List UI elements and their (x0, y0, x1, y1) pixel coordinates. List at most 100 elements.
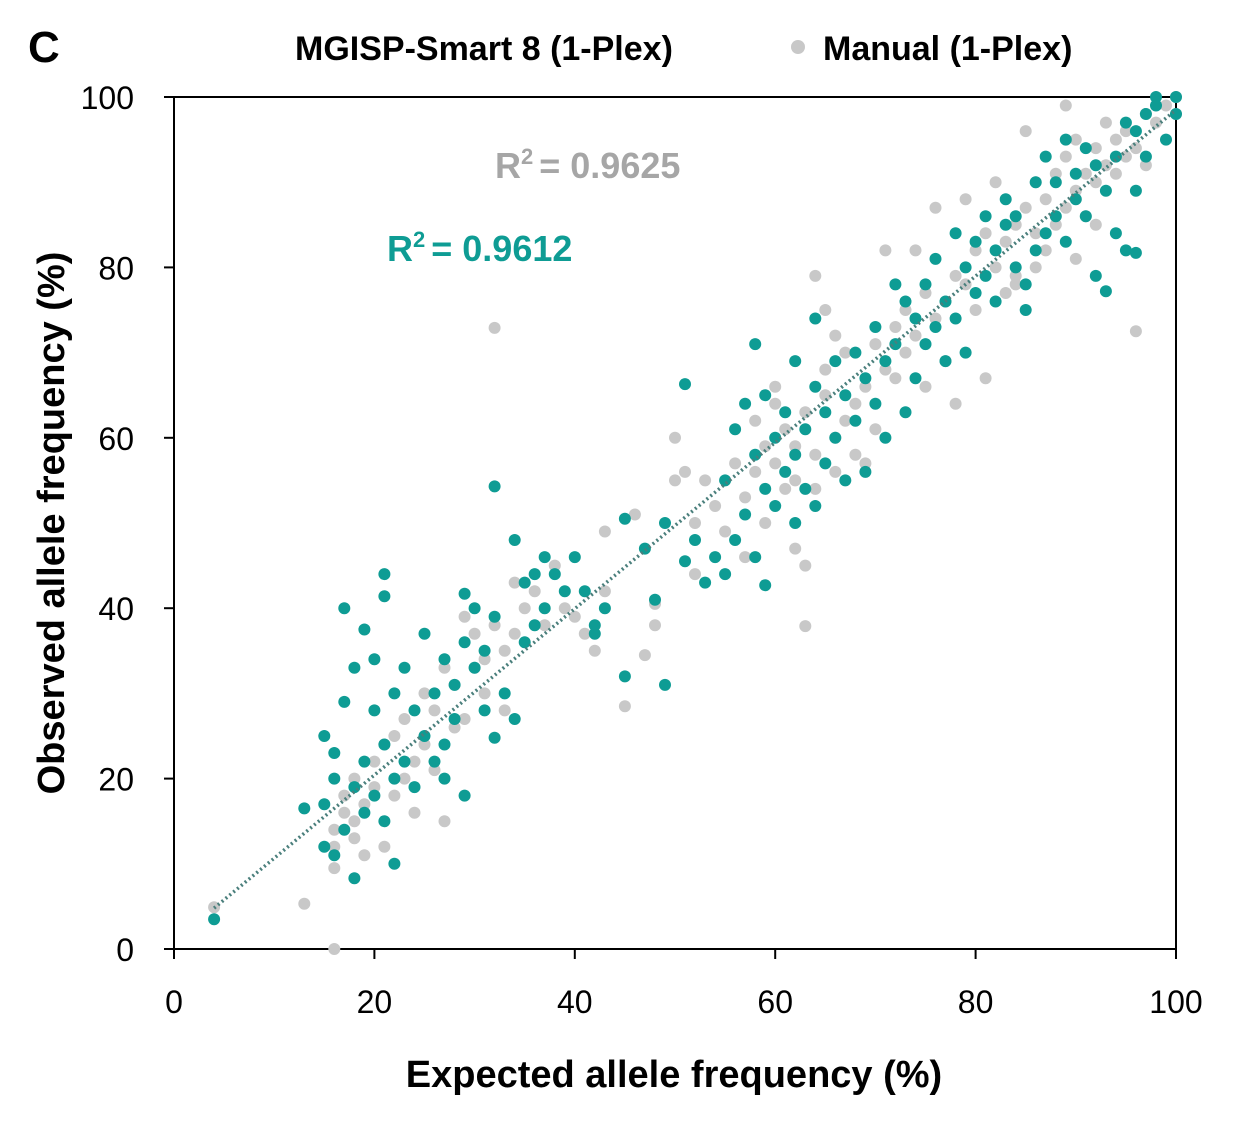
manual-point (999, 235, 1012, 248)
manual-point (929, 201, 942, 214)
manual-point (969, 304, 982, 316)
y-axis-title: Observed allele frequency (%) (31, 252, 73, 795)
manual-point (528, 585, 541, 598)
manual-point (879, 244, 892, 257)
manual-point (749, 465, 762, 478)
smart8-point (849, 414, 862, 427)
smart8-point (679, 378, 691, 391)
smart8-point (779, 465, 792, 478)
smart8-point (779, 406, 792, 419)
manual-point (1089, 218, 1102, 231)
manual-point (1129, 142, 1142, 155)
smart8-point (849, 346, 862, 359)
manual-point (919, 287, 932, 299)
manual-point (1009, 278, 1022, 291)
y-tick-label: 100 (81, 80, 134, 116)
smart8-point (659, 517, 671, 529)
smart8-point (719, 474, 732, 487)
manual-point (468, 627, 481, 640)
smart8-point (488, 480, 501, 493)
manual-point (368, 755, 381, 768)
smart8-point (428, 687, 441, 700)
smart8-point (398, 661, 411, 674)
manual-point (1109, 133, 1122, 146)
y-tick-label: 80 (98, 250, 134, 286)
smart8-point (1079, 142, 1092, 155)
x-tick-label: 60 (757, 984, 793, 1020)
manual-point (949, 269, 962, 282)
smart8-point (318, 798, 331, 811)
smart8-point (1109, 227, 1122, 240)
smart8-point (338, 602, 351, 615)
smart8-point (1029, 176, 1042, 189)
series-manual (208, 91, 1182, 955)
manual-point (478, 687, 491, 700)
manual-point (398, 713, 411, 725)
x-axis: 0 20 40 60 80 100 (165, 949, 1203, 1020)
manual-point (328, 823, 341, 836)
manual-point (779, 482, 792, 495)
manual-point (879, 363, 892, 376)
smart8-point (378, 738, 391, 751)
smart8-point (809, 380, 822, 393)
manual-point (809, 482, 822, 495)
manual-point (1129, 325, 1142, 338)
manual-point (418, 738, 431, 751)
r2-smart8-label: R (387, 228, 413, 269)
smart8-point (819, 406, 832, 419)
smart8-point (328, 747, 341, 759)
smart8-point (839, 389, 852, 402)
smart8-point (869, 397, 882, 410)
smart8-point (1160, 133, 1172, 146)
manual-point (1029, 227, 1042, 240)
smart8-point (809, 312, 822, 325)
manual-point (709, 500, 722, 512)
smart8-point (759, 579, 772, 592)
smart8-point (538, 602, 551, 615)
manual-point (839, 346, 852, 359)
manual-point (909, 244, 922, 257)
smart8-point (749, 338, 762, 351)
smart8-point (498, 687, 511, 700)
manual-point (729, 457, 742, 470)
smart8-point (1059, 133, 1072, 146)
manual-point (388, 730, 401, 742)
manual-point (1039, 193, 1052, 206)
smart8-point (568, 551, 581, 564)
manual-point (1029, 261, 1042, 274)
manual-point (378, 840, 391, 853)
smart8-point (1150, 91, 1162, 103)
smart8-point (1059, 235, 1072, 248)
smart8-point (999, 193, 1012, 206)
smart8-point (899, 295, 912, 308)
manual-point (869, 423, 882, 436)
smart8-point (829, 431, 842, 444)
smart8-point (588, 619, 601, 632)
manual-point (669, 431, 681, 444)
r2-smart8-value: = 0.9612 (431, 228, 572, 269)
manual-point (799, 559, 812, 572)
smart8-point (1019, 278, 1032, 291)
smart8-point (769, 500, 782, 512)
smart8-point (869, 321, 882, 333)
smart8-point (318, 840, 331, 853)
manual-point (628, 508, 641, 521)
manual-point (809, 269, 822, 282)
smart8-point (879, 431, 892, 444)
smart8-point (1139, 108, 1152, 120)
manual-point (618, 700, 631, 713)
manual-point (919, 380, 932, 393)
smart8-point (1139, 150, 1152, 163)
smart8-point (558, 585, 571, 598)
smart8-point (799, 482, 812, 495)
manual-point (448, 721, 461, 734)
r2-manual-label: R (495, 145, 521, 186)
smart8-point (348, 872, 361, 885)
manual-point (428, 704, 441, 717)
smart8-point (739, 508, 752, 521)
manual-point (829, 465, 842, 478)
smart8-point (969, 235, 982, 248)
smart8-point (1129, 246, 1142, 259)
smart8-point (508, 713, 521, 725)
manual-point (819, 363, 832, 376)
